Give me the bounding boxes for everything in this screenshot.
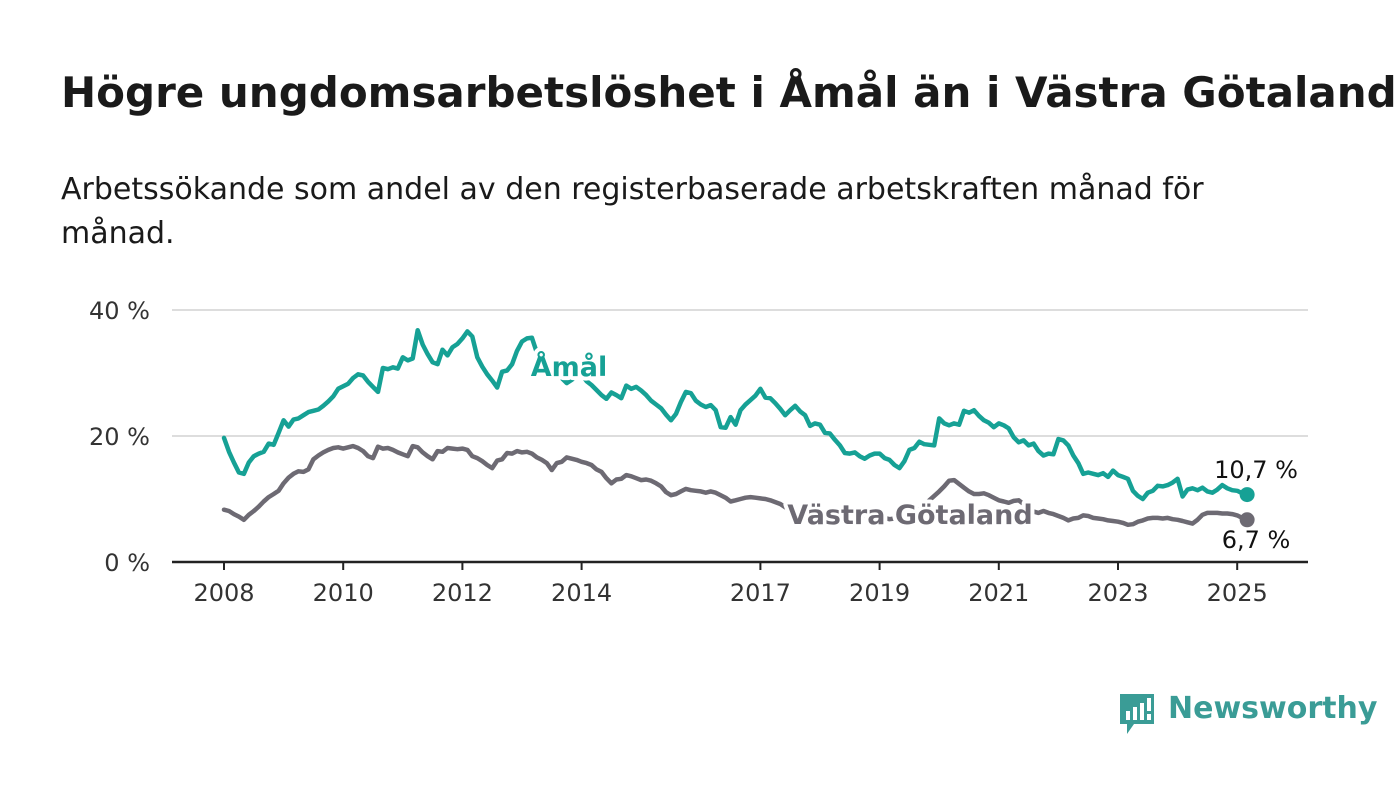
end-point-amal [1239, 487, 1255, 503]
series-labels: Åmål Västra Götaland 10,7 % 6,7 % [527, 347, 1301, 557]
end-value-label-vastra-gotaland: 6,7 % [1222, 526, 1291, 554]
brand-name: Newsworthy [1168, 691, 1378, 726]
x-tick-label: 2012 [432, 579, 493, 607]
chart-subtitle: Arbetssökande som andel av den registerb… [61, 172, 1204, 251]
line-chart: 0 % 20 % 40 % 2008 2010 2012 2014 2017 2019 2021… [89, 297, 1308, 607]
end-point-vastra-gotaland [1239, 512, 1255, 528]
series-line-vastra-gotaland [221, 443, 1250, 528]
x-tick-label: 2019 [849, 579, 910, 607]
x-tick-label: 2010 [313, 579, 374, 607]
chart-title: Högre ungdomsarbetslöshet i Åmål än i Vä… [61, 68, 1397, 117]
y-tick-label: 20 % [89, 423, 150, 451]
y-tick-label: 0 % [104, 549, 150, 577]
x-tick-label: 2014 [551, 579, 612, 607]
series-lines [221, 327, 1255, 528]
x-axis-ticks: 2008 2010 2012 2014 2017 2019 2021 2023 2025 [193, 562, 1268, 607]
x-tick-label: 2021 [968, 579, 1029, 607]
y-axis-ticks: 0 % 20 % 40 % [89, 297, 150, 577]
y-tick-label: 40 % [89, 297, 150, 325]
x-tick-label: 2025 [1207, 579, 1268, 607]
x-tick-label: 2017 [730, 579, 791, 607]
series-label-vastra-gotaland: Västra Götaland [787, 500, 1032, 531]
series-line-amal [221, 327, 1250, 502]
newsworthy-logo-icon [1120, 694, 1154, 734]
grid-lines [172, 309, 1308, 437]
end-value-label-amal: 10,7 % [1214, 456, 1298, 484]
series-label-amal: Åmål [531, 351, 608, 383]
x-tick-label: 2023 [1087, 579, 1148, 607]
x-tick-label: 2008 [193, 579, 254, 607]
